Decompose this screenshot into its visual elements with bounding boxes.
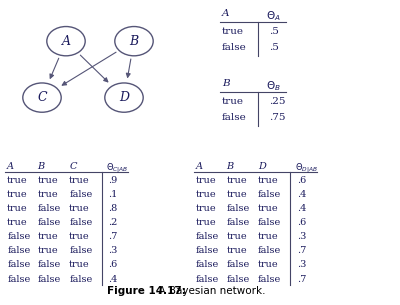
- Text: true: true: [196, 204, 217, 214]
- Text: true: true: [7, 190, 28, 199]
- Text: true: true: [7, 204, 28, 214]
- Text: false: false: [38, 204, 61, 214]
- Text: false: false: [196, 274, 219, 284]
- Text: true: true: [69, 176, 90, 185]
- Text: true: true: [7, 218, 28, 228]
- Text: true: true: [38, 190, 58, 199]
- Text: true: true: [258, 232, 279, 242]
- Text: true: true: [38, 232, 58, 242]
- Text: true: true: [38, 246, 58, 256]
- Text: B: B: [130, 35, 138, 48]
- Text: false: false: [222, 113, 247, 123]
- Text: false: false: [69, 190, 92, 199]
- Text: true: true: [196, 218, 217, 228]
- Text: false: false: [69, 246, 92, 256]
- Text: true: true: [69, 232, 90, 242]
- Text: true: true: [196, 190, 217, 199]
- Text: A Bayesian network.: A Bayesian network.: [152, 286, 266, 296]
- Text: true: true: [7, 176, 28, 185]
- Text: false: false: [7, 246, 30, 256]
- Text: false: false: [222, 43, 247, 52]
- Circle shape: [47, 27, 85, 56]
- Text: false: false: [258, 218, 281, 228]
- Text: $\Theta_B$: $\Theta_B$: [266, 79, 281, 93]
- Text: true: true: [226, 190, 247, 199]
- Text: .7: .7: [297, 274, 306, 284]
- Text: A: A: [196, 162, 203, 171]
- Text: true: true: [196, 176, 217, 185]
- Text: false: false: [196, 246, 219, 256]
- Text: .2: .2: [108, 218, 118, 228]
- Text: A: A: [222, 9, 230, 18]
- Text: .6: .6: [297, 218, 306, 228]
- Text: .7: .7: [297, 246, 306, 256]
- Text: .5: .5: [269, 43, 279, 52]
- Text: false: false: [258, 246, 281, 256]
- Text: false: false: [226, 260, 250, 270]
- Text: D: D: [119, 91, 129, 104]
- Text: .3: .3: [297, 232, 306, 242]
- Text: false: false: [69, 274, 92, 284]
- Text: true: true: [226, 176, 247, 185]
- Text: C: C: [69, 162, 77, 171]
- Text: .6: .6: [108, 260, 118, 270]
- Circle shape: [23, 83, 61, 112]
- Text: false: false: [7, 274, 30, 284]
- Circle shape: [105, 83, 143, 112]
- Text: false: false: [38, 260, 61, 270]
- Text: .3: .3: [108, 246, 118, 256]
- Text: false: false: [226, 218, 250, 228]
- Text: .25: .25: [269, 97, 286, 106]
- Text: A: A: [62, 35, 70, 48]
- Circle shape: [115, 27, 153, 56]
- Text: true: true: [258, 204, 279, 214]
- Text: .4: .4: [108, 274, 118, 284]
- Text: .9: .9: [108, 176, 118, 185]
- Text: .75: .75: [269, 113, 286, 123]
- Text: $\Theta_{D|AB}$: $\Theta_{D|AB}$: [295, 162, 318, 176]
- Text: true: true: [226, 246, 247, 256]
- Text: .1: .1: [108, 190, 118, 199]
- Text: true: true: [222, 97, 244, 106]
- Text: .5: .5: [269, 27, 279, 36]
- Text: true: true: [226, 232, 247, 242]
- Text: .3: .3: [297, 260, 306, 270]
- Text: B: B: [222, 79, 230, 88]
- Text: true: true: [69, 204, 90, 214]
- Text: .7: .7: [108, 232, 118, 242]
- Text: true: true: [69, 260, 90, 270]
- Text: .4: .4: [297, 204, 306, 214]
- Text: A: A: [7, 162, 14, 171]
- Text: true: true: [258, 260, 279, 270]
- Text: true: true: [38, 176, 58, 185]
- Text: Figure 14.17:: Figure 14.17:: [107, 286, 186, 296]
- Text: false: false: [38, 218, 61, 228]
- Text: $\Theta_{C|AB}$: $\Theta_{C|AB}$: [106, 162, 129, 176]
- Text: B: B: [38, 162, 45, 171]
- Text: .4: .4: [297, 190, 306, 199]
- Text: true: true: [222, 27, 244, 36]
- Text: B: B: [226, 162, 234, 171]
- Text: false: false: [226, 274, 250, 284]
- Text: false: false: [226, 204, 250, 214]
- Text: false: false: [196, 260, 219, 270]
- Text: false: false: [7, 232, 30, 242]
- Text: false: false: [38, 274, 61, 284]
- Text: false: false: [69, 218, 92, 228]
- Text: false: false: [258, 190, 281, 199]
- Text: false: false: [196, 232, 219, 242]
- Text: true: true: [258, 176, 279, 185]
- Text: .6: .6: [297, 176, 306, 185]
- Text: D: D: [258, 162, 266, 171]
- Text: false: false: [7, 260, 30, 270]
- Text: false: false: [258, 274, 281, 284]
- Text: $\Theta_A$: $\Theta_A$: [266, 9, 281, 23]
- Text: .8: .8: [108, 204, 118, 214]
- Text: C: C: [37, 91, 47, 104]
